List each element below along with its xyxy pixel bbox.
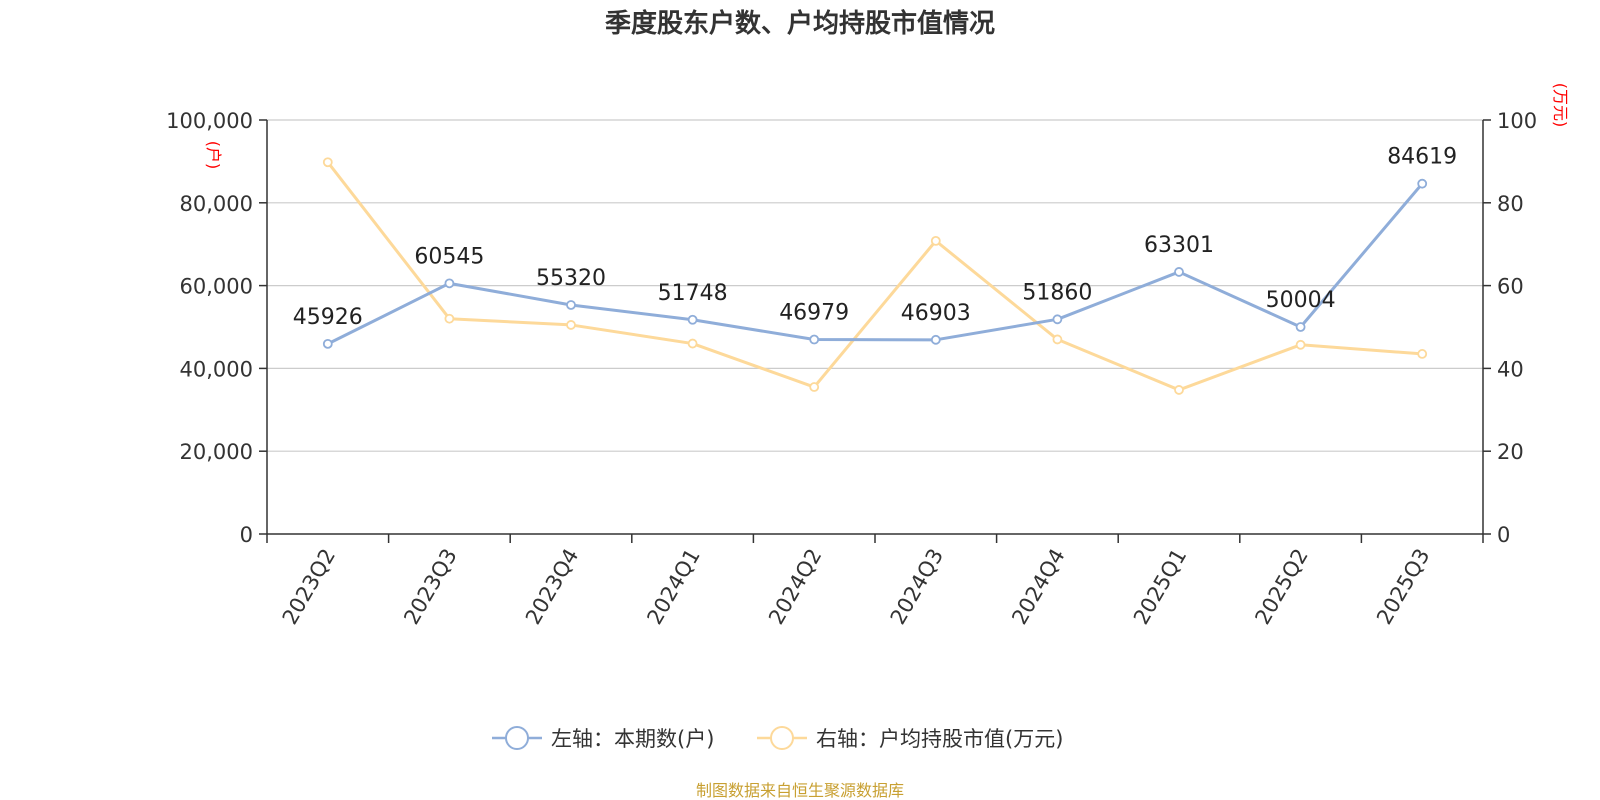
left-tick-label: 0 (240, 523, 253, 547)
data-label: 60545 (414, 244, 484, 269)
data-label: 51748 (658, 281, 728, 306)
data-label: 46979 (779, 301, 849, 326)
data-point[interactable] (1052, 334, 1063, 345)
left-tick-label: 20,000 (180, 440, 253, 464)
data-point[interactable] (566, 320, 576, 330)
x-tick-label: 2025Q3 (1372, 545, 1434, 629)
x-tick-label: 2025Q2 (1250, 545, 1312, 629)
data-label: 50004 (1266, 288, 1336, 313)
legend-left-series-label: 左轴：本期数(户) (551, 727, 714, 751)
data-point[interactable] (1174, 385, 1184, 395)
data-label: 84619 (1387, 145, 1457, 170)
data-point[interactable] (809, 382, 820, 392)
data-point[interactable] (1417, 178, 1428, 189)
data-point[interactable] (444, 278, 455, 289)
legend-left-series-marker (505, 726, 529, 750)
data-point[interactable] (322, 157, 333, 168)
series-line (327, 182, 1424, 346)
legend-item-right-series[interactable]: 右轴：户均持股市值(万元) (757, 726, 1063, 751)
data-point[interactable] (1295, 322, 1306, 332)
data-point[interactable] (687, 338, 698, 349)
source-note: 制图数据来自恒生聚源数据库 (696, 781, 904, 800)
x-tick-label: 2024Q2 (764, 545, 826, 629)
x-tick-label: 2024Q4 (1007, 545, 1069, 629)
legend[interactable]: 左轴：本期数(户) 右轴：户均持股市值(万元) (492, 726, 1063, 751)
axes (266, 120, 1484, 543)
left-tick-label: 40,000 (180, 357, 253, 381)
left-tick-label: 100,000 (166, 109, 253, 133)
right-axis-unit-label: (万元) (1551, 83, 1570, 128)
right-tick-label: 0 (1497, 523, 1510, 547)
data-label: 55320 (536, 266, 606, 291)
data-point[interactable] (687, 314, 698, 325)
data-label: 63301 (1144, 233, 1214, 258)
right-tick-label: 40 (1497, 357, 1524, 381)
legend-right-series-label: 右轴：户均持股市值(万元) (816, 727, 1063, 751)
x-tick-label: 2023Q3 (399, 545, 461, 629)
data-point[interactable] (1417, 349, 1428, 359)
series-line (326, 161, 1423, 392)
data-point[interactable] (930, 235, 941, 246)
chart-title: 季度股东户数、户均持股市值情况 (605, 8, 995, 39)
right-tick-label: 80 (1497, 192, 1524, 216)
x-tick-label: 2023Q4 (521, 545, 583, 629)
series-right-line (322, 157, 1428, 395)
legend-item-left-series[interactable]: 左轴：本期数(户) (492, 726, 714, 751)
data-point[interactable] (1052, 314, 1063, 325)
data-label: 51860 (1022, 280, 1092, 305)
data-labels: 45926 60545 55320 51748 46979 46903 51860 63301… (293, 145, 1457, 330)
right-tick-label: 20 (1497, 440, 1524, 464)
data-point[interactable] (1295, 339, 1306, 350)
x-tick-label: 2023Q2 (278, 545, 340, 629)
x-tick-label: 2024Q3 (886, 545, 948, 629)
data-point[interactable] (444, 313, 455, 324)
right-tick-label: 100 (1497, 109, 1537, 133)
series-left-line (322, 178, 1428, 349)
x-tick-label: 2025Q1 (1129, 545, 1191, 629)
right-tick-label: 60 (1497, 275, 1524, 299)
data-point[interactable] (1174, 267, 1184, 277)
data-point[interactable] (809, 334, 820, 345)
data-point[interactable] (566, 300, 576, 310)
data-label: 45926 (293, 305, 363, 330)
x-axis-ticks: 2023Q2 2023Q3 2023Q4 2024Q1 2024Q2 2024Q3 2024… (278, 545, 1435, 629)
left-axis-unit-label: (户) (204, 141, 223, 170)
left-tick-label: 60,000 (180, 275, 253, 299)
right-axis-ticks: 0 20 40 60 80 100 (1483, 109, 1537, 547)
legend-right-series-marker (770, 726, 794, 750)
left-axis-ticks: 0 20,000 40,000 60,000 80,000 100,000 (166, 109, 267, 547)
data-point[interactable] (322, 338, 333, 349)
data-point[interactable] (930, 334, 941, 345)
left-tick-label: 80,000 (180, 192, 253, 216)
x-tick-label: 2024Q1 (642, 545, 704, 629)
data-label: 46903 (901, 301, 971, 326)
